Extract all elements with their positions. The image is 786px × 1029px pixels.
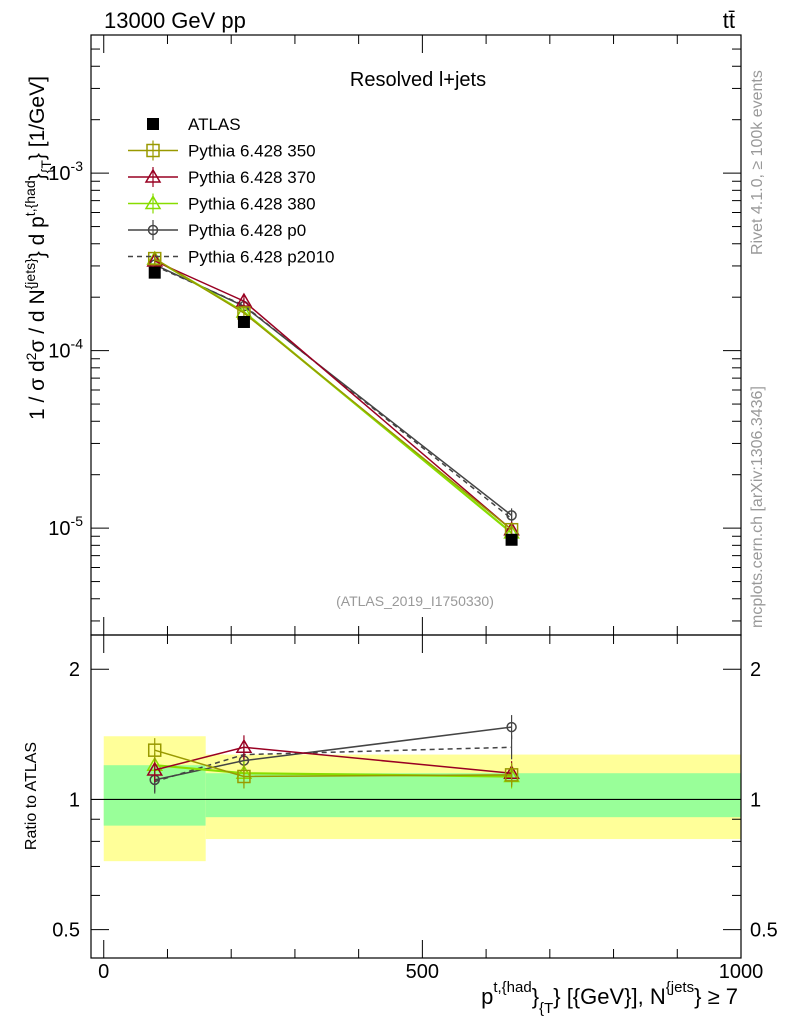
- x-tick-label: 1000: [719, 961, 764, 983]
- legend-marker-pythia-350: [146, 143, 160, 158]
- legend-label-pythia-p2010: Pythia 6.428 p2010: [188, 248, 335, 267]
- legend-label-pythia-350: Pythia 6.428 350: [188, 142, 316, 161]
- point-ATLAS: [237, 315, 250, 328]
- xlabel-brace: }: [532, 984, 539, 1009]
- rivet-label: Rivet 4.1.0, ≥ 100k events: [749, 70, 766, 255]
- ratio-y-label: Ratio to ATLAS: [23, 742, 40, 850]
- main-y-tick-label: 10-5: [48, 513, 83, 540]
- legend-label-ATLAS: ATLAS: [188, 115, 241, 134]
- legend: ATLAS Pythia 6.428 350 Pythia 6.428 370 Pyt…: [128, 115, 335, 267]
- x-tick-label: 0: [98, 961, 109, 983]
- ratio-y-tick-label-right: 0.5: [750, 920, 778, 942]
- ratio-point-pythia-p0: [506, 721, 517, 733]
- ylabel-part-d: {jets}: [22, 258, 38, 289]
- xlabel-sub1: {T: [539, 1000, 553, 1017]
- ratio-series: [146, 715, 520, 794]
- legend-label-pythia-380: Pythia 6.428 380: [188, 195, 316, 214]
- watermark: (ATLAS_2019_I1750330): [336, 593, 494, 609]
- series-line-pythia-380: [154, 258, 513, 534]
- legend-marker-ATLAS: [147, 118, 159, 130]
- ylabel-part-i: } [1/GeV]: [26, 76, 49, 160]
- xlabel-sup2: {jets: [666, 979, 694, 996]
- xlabel-end: } ≥ 7: [694, 984, 738, 1009]
- main-y-tick-label: 10-3: [48, 158, 83, 185]
- ratio-band-green: [205, 773, 742, 818]
- main-y-label: 1 / σ d2σ / d N{jets}} d pt,{had}{T} [1/…: [22, 76, 54, 420]
- x-axis-label: pt,{had}{T} [{GeV}], N{jets} ≥ 7: [481, 979, 738, 1017]
- ratio-point-pythia-370: [235, 738, 253, 754]
- legend-label-pythia-p0: Pythia 6.428 p0: [188, 221, 306, 240]
- series-line-pythia-p2010: [154, 265, 513, 520]
- chart-title: Resolved l+jets: [350, 69, 486, 91]
- main-series: [146, 250, 520, 546]
- xlabel-rest: } [{GeV}], N: [553, 984, 666, 1009]
- ratio-axes: 2 2 1 1 0.5 0.5 0 500 1000: [52, 635, 778, 983]
- ratio-y-tick-label: 0.5: [52, 920, 80, 942]
- ylabel-part-c: σ / d N: [26, 289, 49, 352]
- ratio-frame: [90, 634, 742, 959]
- ylabel-part-h: {T: [38, 160, 54, 174]
- ratio-y-tick-label-right: 2: [750, 659, 761, 681]
- ylabel-part-g: }: [26, 173, 49, 180]
- x-tick-label: 500: [406, 961, 439, 983]
- ratio-point-pythia-350: [147, 743, 162, 757]
- ratio-y-tick-label-right: 1: [750, 789, 761, 811]
- ylabel-part-a: 1 / σ d: [26, 360, 49, 420]
- legend-marker-pythia-370: [144, 168, 162, 183]
- point-ATLAS: [505, 533, 518, 546]
- main-y-tick-label: 10-4: [48, 336, 83, 363]
- legend-label-pythia-370: Pythia 6.428 370: [188, 168, 316, 187]
- xlabel-p: p: [481, 984, 493, 1009]
- point-pythia-p0: [506, 510, 517, 521]
- energy-label: 13000 GeV pp: [104, 8, 246, 33]
- ylabel-part-e: } d p: [26, 216, 49, 258]
- point-pythia-350: [147, 251, 162, 266]
- legend-marker-pythia-380: [144, 195, 162, 210]
- xlabel-sup1: t,{had: [493, 979, 531, 996]
- point-ATLAS: [148, 266, 161, 279]
- ratio-point-pythia-370: [146, 761, 164, 776]
- ratio-y-tick-label: 2: [69, 659, 80, 681]
- ylabel-part-f: t,{had: [22, 180, 38, 216]
- legend-marker-pythia-p0: [147, 224, 159, 236]
- ratio-bands: [91, 736, 742, 862]
- process-label: tt̄: [723, 8, 735, 33]
- ratio-point-pythia-350: [504, 768, 519, 782]
- mcplots-label: mcplots.cern.ch [arXiv:1306.3436]: [749, 386, 766, 628]
- ylabel-part-b: 2: [23, 352, 39, 360]
- ratio-y-tick-label: 1: [69, 789, 80, 811]
- series-line-pythia-p0: [154, 264, 513, 516]
- ratio-point-pythia-350: [237, 769, 251, 784]
